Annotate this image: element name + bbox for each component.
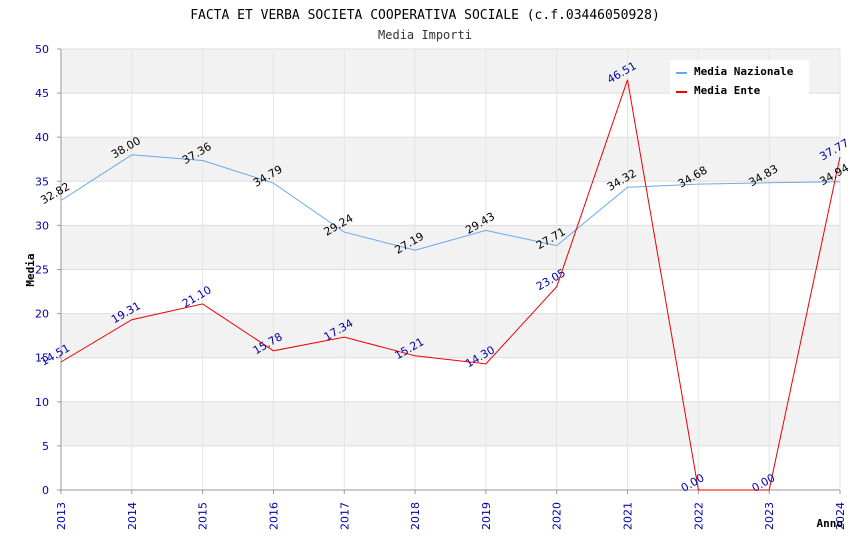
legend: Media Nazionale Media Ente	[670, 60, 809, 97]
x-tick-label: 2022	[692, 502, 705, 530]
y-tick-label: 50	[35, 43, 49, 56]
y-axis-label: Media	[24, 253, 37, 286]
x-tick-label: 2018	[409, 502, 422, 530]
series-line-media-nazionale	[60, 154, 841, 251]
legend-label-nazionale: Media Nazionale	[694, 65, 794, 78]
data-label-ente: 23.05	[534, 266, 568, 293]
y-tick-label: 30	[35, 219, 49, 232]
plot-band	[61, 401, 840, 446]
gridlines	[60, 48, 841, 491]
plot-band	[61, 313, 840, 358]
y-axis-ticks: 0 5 10 15 20 25 30 35 40 45 50	[35, 43, 49, 497]
x-tick-label: 2021	[622, 502, 635, 530]
data-label-ente: 21.10	[180, 283, 214, 310]
x-tick-label: 2023	[763, 502, 776, 530]
series-lines	[60, 79, 841, 491]
series-line-media-ente	[60, 79, 841, 491]
x-tick-label: 2015	[197, 502, 210, 530]
y-tick-label: 0	[42, 484, 49, 497]
y-tick-label: 45	[35, 87, 49, 100]
x-tick-label: 2016	[267, 502, 280, 530]
x-tick-label: 2014	[126, 502, 139, 530]
y-tick-label: 10	[35, 396, 49, 409]
data-label-ente: 0.00	[679, 471, 707, 495]
x-tick-label: 2013	[55, 502, 68, 530]
chart-subtitle: Media Importi	[378, 28, 472, 42]
x-tick-label: 2020	[551, 502, 564, 530]
x-tick-label: 2017	[338, 502, 351, 530]
data-label-ente: 0.00	[750, 471, 778, 495]
legend-box	[670, 60, 809, 96]
plot-band	[61, 137, 840, 182]
y-tick-label: 25	[35, 264, 49, 277]
data-label-ente: 14.51	[38, 341, 72, 368]
y-tick-label: 15	[35, 352, 49, 365]
legend-label-ente: Media Ente	[694, 84, 761, 97]
x-axis-label: Anno	[817, 517, 844, 530]
plot-band	[61, 225, 840, 270]
x-tick-label: 2019	[480, 502, 493, 530]
plot-background-bands	[61, 49, 840, 446]
chart-title: FACTA ET VERBA SOCIETA COOPERATIVA SOCIA…	[190, 8, 660, 23]
x-tick-label: 2024	[834, 502, 847, 530]
y-tick-label: 5	[42, 440, 49, 453]
y-tick-label: 20	[35, 308, 49, 321]
y-tick-label: 40	[35, 131, 49, 144]
x-axis-ticks: 2013 2014 2015 2016 2017 2018 2019 2020 2021 2022…	[55, 502, 847, 530]
y-tick-label: 35	[35, 175, 49, 188]
